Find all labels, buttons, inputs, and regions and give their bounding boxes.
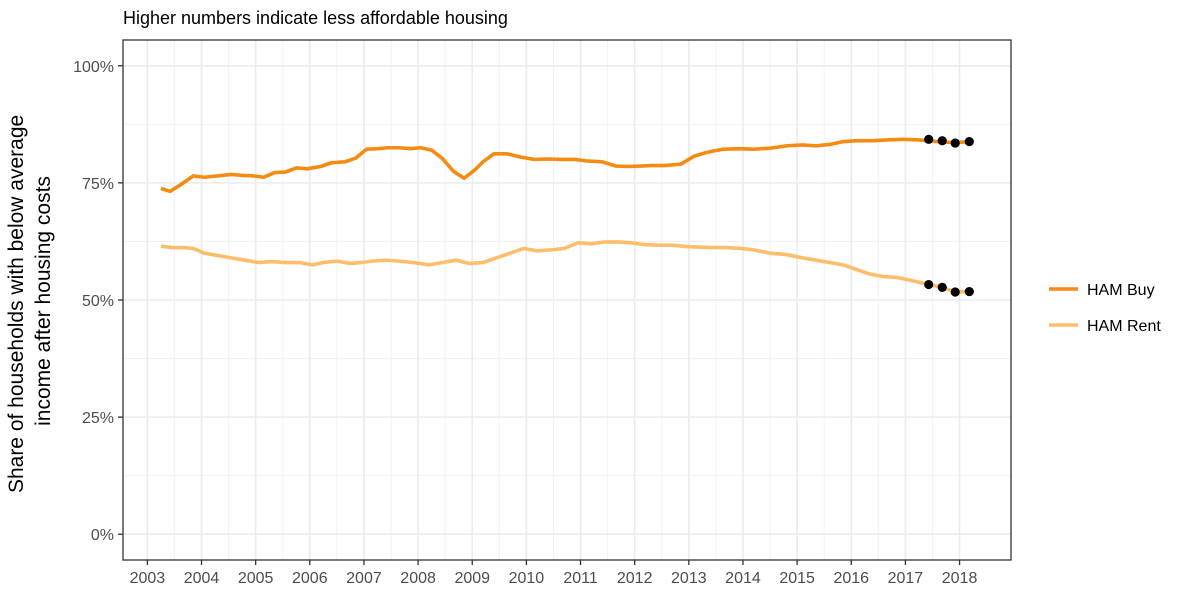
x-tick-label: 2011 <box>563 570 598 587</box>
x-tick-label: 2015 <box>779 570 815 587</box>
y-axis-title-line-1: Share of households with below average <box>5 115 28 493</box>
x-tick-label: 2006 <box>292 570 328 587</box>
series-line-ham-buy <box>160 137 970 194</box>
data-point-marker <box>924 279 934 290</box>
data-point-marker <box>937 136 947 146</box>
x-tick-label: 2017 <box>888 570 924 587</box>
x-tick-label: 2016 <box>833 570 869 587</box>
y-axis: 0% 25% 50% 75% 100% <box>73 59 123 544</box>
x-tick-label: 2009 <box>454 570 490 587</box>
x-tick-label: 2003 <box>130 570 166 587</box>
data-point-marker <box>924 134 934 144</box>
legend: HAM Buy HAM Rent <box>1049 282 1161 335</box>
x-tick-label: 2014 <box>725 570 761 587</box>
y-axis-title: Share of households with below average i… <box>5 109 55 493</box>
legend-label-ham-rent: HAM Rent <box>1087 318 1161 335</box>
x-tick-label: 2013 <box>671 570 707 587</box>
x-tick-label: 2018 <box>942 570 978 587</box>
series-line-ham-rent <box>160 240 970 294</box>
major-gridlines <box>123 40 1011 560</box>
data-point-marker <box>937 282 947 292</box>
chart-title: Higher numbers indicate less affordable … <box>123 8 508 28</box>
y-axis-title-line-2: income after housing costs <box>32 176 55 426</box>
data-point-marker <box>950 287 960 297</box>
legend-label-ham-buy: HAM Buy <box>1087 282 1155 299</box>
x-tick-label: 2012 <box>617 570 653 587</box>
x-axis: 2003 2004 2005 2006 2007 2008 2009 2010 2011 2012… <box>130 560 978 587</box>
x-tick-label: 2005 <box>238 570 274 587</box>
data-point-marker <box>964 286 974 297</box>
x-tick-label: 2008 <box>400 570 436 587</box>
series-lines <box>160 137 970 294</box>
y-tick-label: 25% <box>82 410 114 427</box>
data-point-marker <box>964 137 974 147</box>
y-tick-label: 50% <box>82 293 114 310</box>
x-tick-label: 2004 <box>184 570 220 587</box>
data-point-marker <box>950 138 960 148</box>
y-tick-label: 75% <box>82 176 114 193</box>
x-tick-label: 2010 <box>509 570 545 587</box>
y-tick-label: 100% <box>73 59 114 76</box>
highlight-markers <box>924 134 974 297</box>
y-tick-label: 0% <box>91 527 114 544</box>
x-tick-label: 2007 <box>346 570 382 587</box>
